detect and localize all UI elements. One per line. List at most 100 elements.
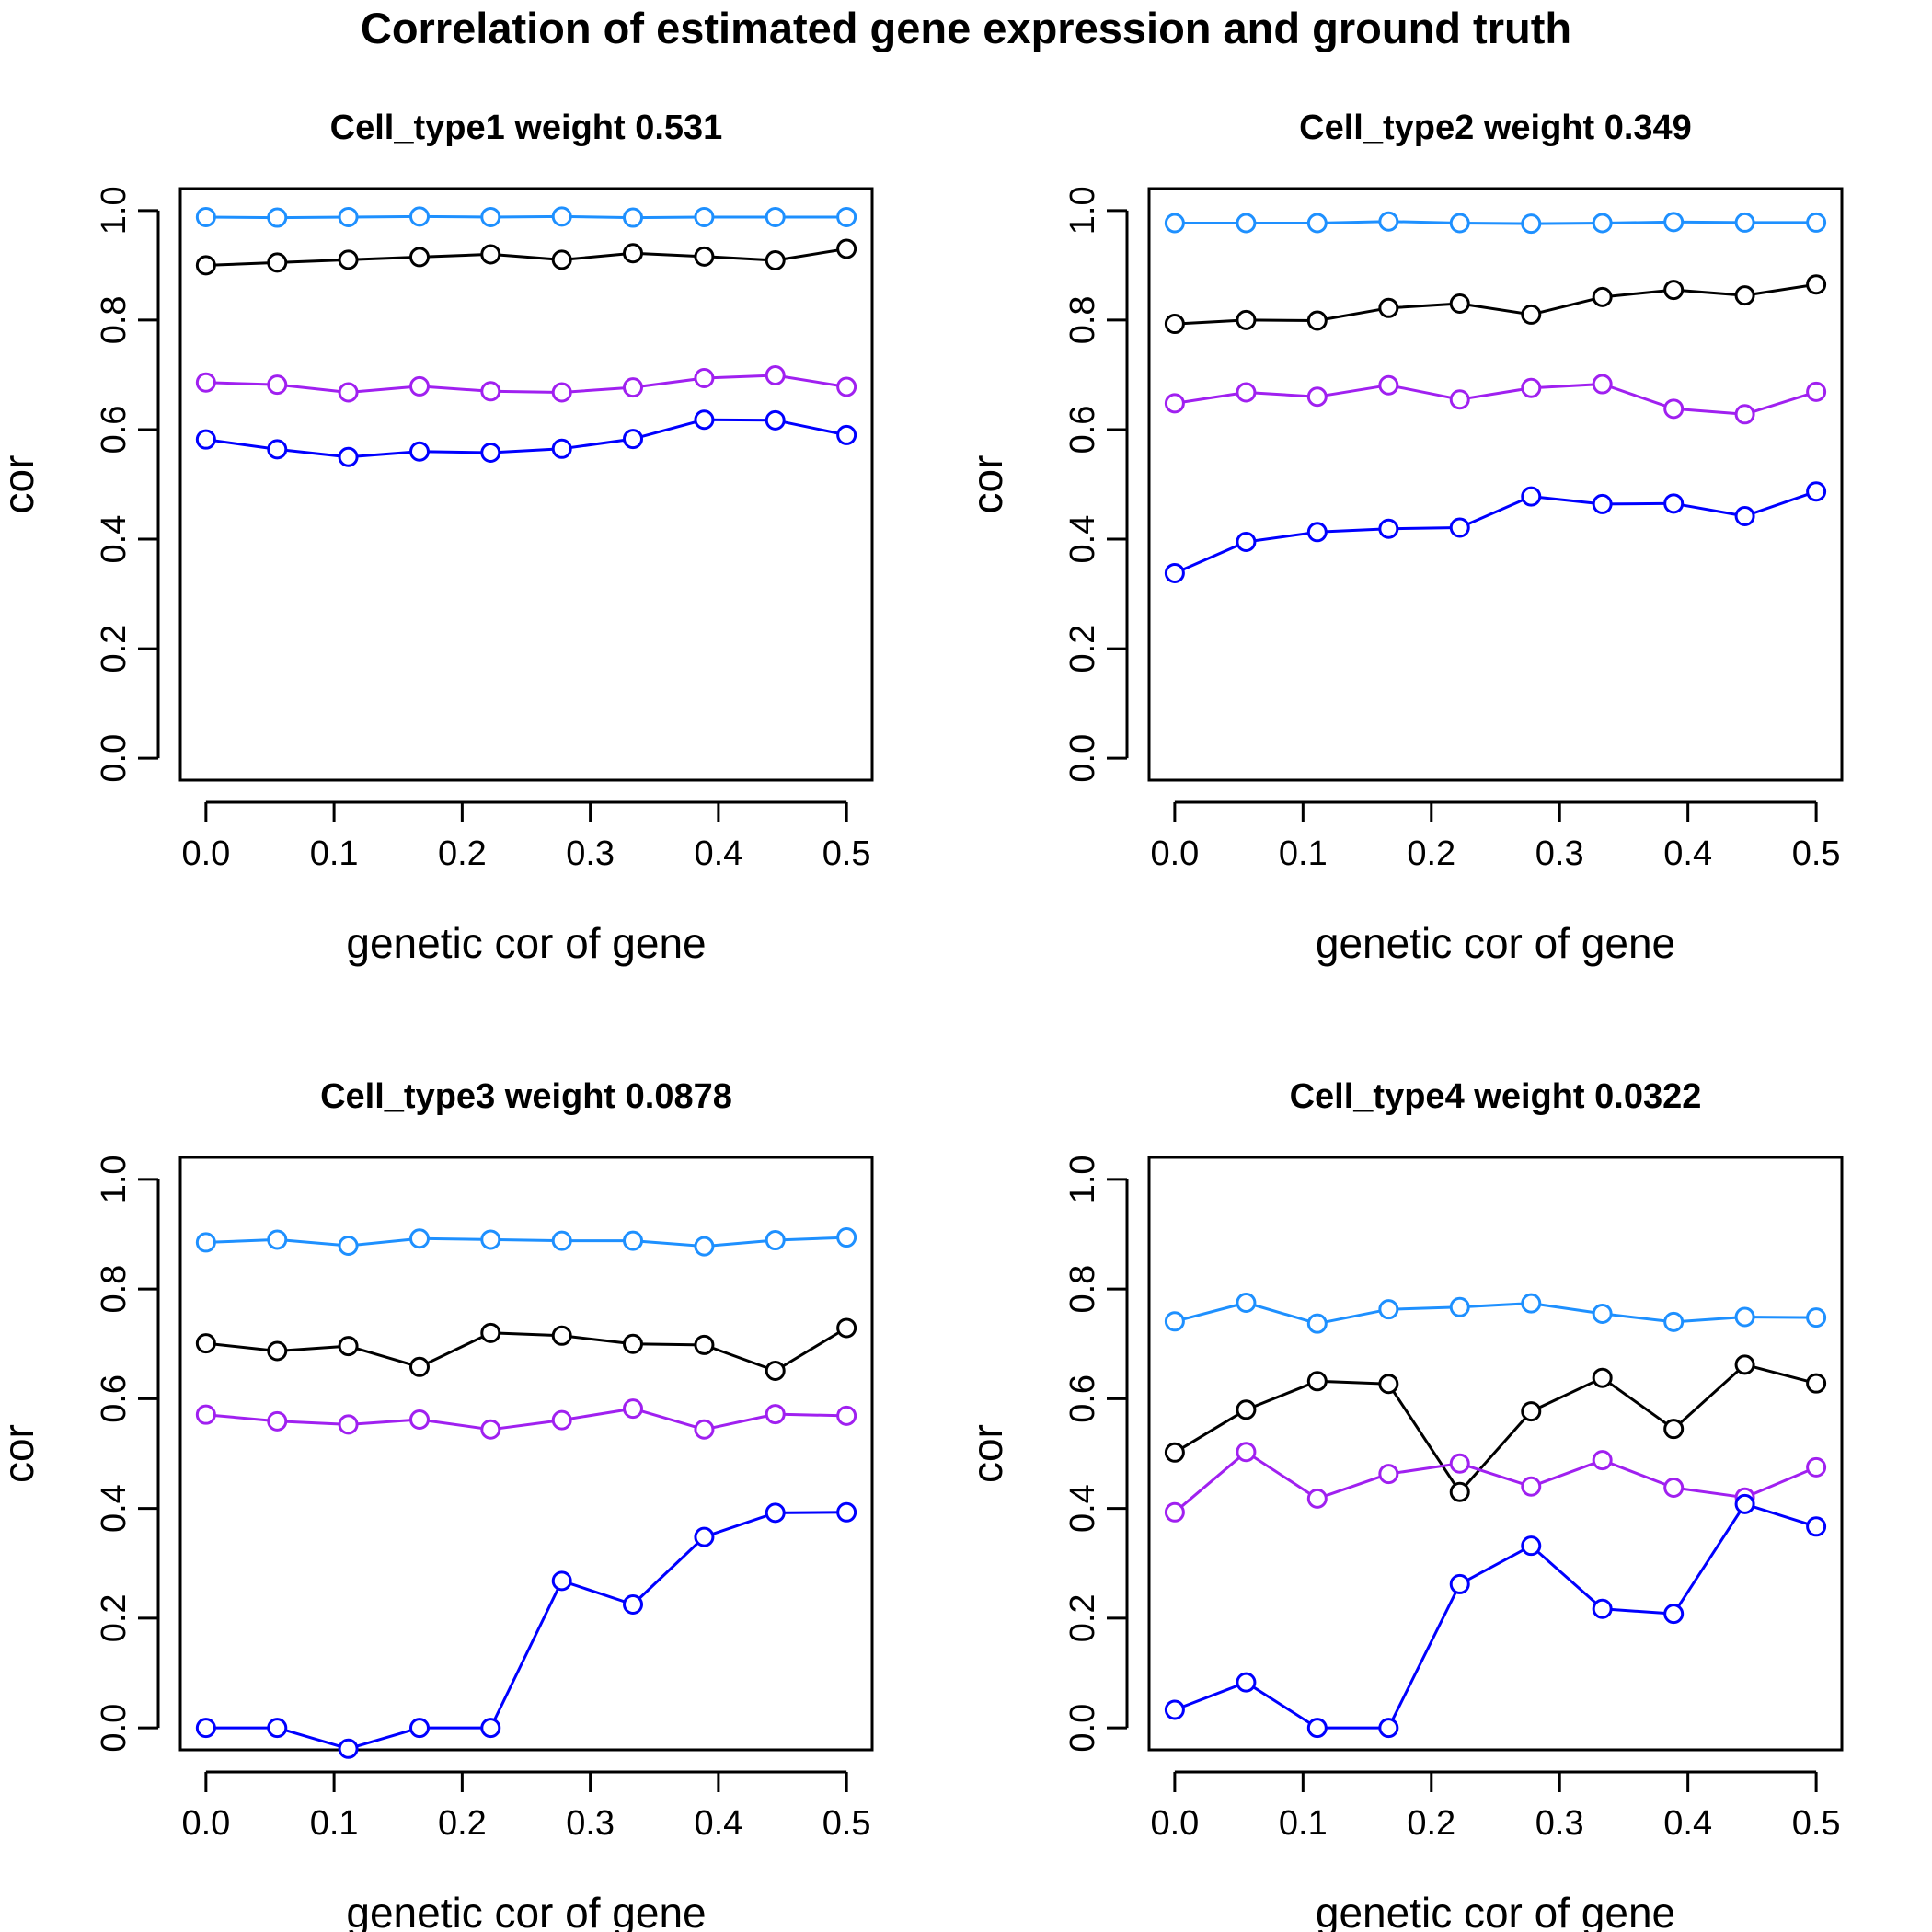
y-tick-label: 0.8 [95,295,133,344]
data-point: black (0.3889, 0.855) [1663,280,1685,301]
data-point: purple (0, 0.393) [1164,1501,1185,1523]
data-point: purple (0.1111, 0.418) [1306,1488,1328,1509]
data-point: black (0.5, 0.729) [836,1317,857,1339]
data-point: lightblue (0.3889, 0.878) [694,1236,715,1257]
series-lightblue: lightblue (0, 0.977) lightblue (0.0556, 0… [1164,211,1827,235]
data-point: lightblue (0.3889, 0.979) [1663,212,1685,233]
y-axis-label: cor [0,1424,42,1483]
panel-4: Cell_type4 weight 0.0322 0.0 0.1 0.2 0.3 0.4 0… [963,1077,1844,1932]
x-axis-label: genetic cor of gene [346,919,706,967]
data-point: blue (0.3889, 0.208) [1663,1604,1685,1625]
x-tick-label: 0.3 [1535,834,1584,873]
series-blue: blue (0, 0) blue (0.0556, 0) blue (0.1111,… [195,1501,857,1759]
data-point: purple (0.4444, 0.628) [1734,404,1755,425]
data-point: black (0.1111, 0.696) [338,1336,359,1357]
plot-frame [1147,187,1844,782]
data-point: lightblue (0.4444, 0.978) [1734,212,1755,233]
data-point: purple (0.1667, 0.562) [408,1409,430,1431]
data-point: purple (0.2222, 0.67) [480,381,501,402]
series-line [1174,1301,1817,1326]
series-line [205,1407,847,1432]
y-tick-label: 0.6 [1064,406,1102,454]
data-point: purple (0.5, 0.678) [836,376,857,397]
data-point: lightblue (0.3889, 0.74) [1663,1311,1685,1332]
data-point: blue (0.2778, 0.268) [551,1570,572,1592]
data-point: lightblue (0.1111, 0.879) [338,1236,359,1257]
x-tick-label: 0.1 [310,834,359,873]
data-point: purple (0.2778, 0.668) [551,382,572,403]
data-point: blue (0.0556, 0) [267,1718,288,1739]
data-point: purple (0.0556, 0.559) [267,1410,288,1432]
data-point: purple (0.4444, 0.572) [765,1404,786,1425]
data-point: purple (0.5, 0.475) [1806,1456,1827,1478]
data-point: black (0.1667, 0.627) [1378,1374,1399,1395]
data-point: lightblue (0.0556, 0.89) [267,1229,288,1250]
data-point: black (0.0556, 0.58) [1236,1399,1257,1420]
y-axis-label: cor [963,1424,1011,1483]
data-point: black (0.2222, 0.83) [1449,293,1470,315]
series-purple: purple (0, 0.648) purple (0.0556, 0.668) p… [1164,374,1827,425]
x-tick-label: 0.3 [566,834,615,873]
data-point: black (0.2778, 0.715) [551,1325,572,1346]
data-point: purple (0.3889, 0.638) [1663,398,1685,420]
series-purple: purple (0, 0.571) purple (0.0556, 0.559) p… [195,1398,857,1440]
y-tick-label: 0.4 [1064,515,1102,564]
panel-title: Cell_type3 weight 0.0878 [320,1077,732,1116]
x-tick-label: 0.4 [694,834,742,873]
data-point: blue (0.1667, 0) [408,1718,430,1739]
x-tick-label: 0.1 [1279,1804,1328,1843]
x-axis-label: genetic cor of gene [1316,1889,1675,1932]
data-point: black (0.0556, 0.8) [1236,309,1257,330]
data-point: lightblue (0.2222, 0.767) [1449,1296,1470,1317]
series-blue: blue (0, 0.582) blue (0.0556, 0.564) blue … [195,409,857,467]
data-point: purple (0.5, 0.569) [836,1405,857,1426]
data-point: black (0.1667, 0.822) [1378,297,1399,318]
y-tick-label: 0.6 [95,406,133,454]
data-point: blue (0.4444, 0.408) [1734,1493,1755,1514]
data-point: lightblue (0.2222, 0.89) [480,1229,501,1250]
data-point: blue (0.2778, 0.332) [1521,1535,1542,1557]
series-line [205,418,847,459]
panel-1: Cell_type1 weight 0.531 0.0 0.1 0.2 0.3 0.4 0.… [0,109,874,967]
data-point: blue (0.0556, 0.395) [1236,532,1257,553]
data-point: black (0.3889, 0.698) [694,1334,715,1355]
data-point: black (0.3333, 0.638) [1592,1367,1613,1388]
data-point: purple (0.2222, 0.655) [1449,389,1470,410]
y-tick-label: 1.0 [1064,186,1102,235]
series-line [1174,383,1817,416]
data-point: purple (0.3333, 0.677) [623,377,644,398]
data-point: black (0.3333, 0.842) [1592,286,1613,307]
x-tick-label: 0.0 [1150,834,1199,873]
x-axis-label: genetic cor of gene [1316,919,1675,967]
data-point: black (0, 0.701) [195,1333,216,1354]
data-point: blue (0.1111, 0.55) [338,446,359,467]
data-point: black (0.3333, 0.922) [623,243,644,264]
data-point: black (0.3889, 0.916) [694,246,715,267]
data-point: blue (0.3889, 0.618) [694,409,715,431]
data-point: lightblue (0.5, 0.748) [1806,1307,1827,1328]
x-tick-label: 0.1 [310,1804,359,1843]
data-point: lightblue (0.3333, 0.888) [623,1230,644,1251]
data-point: black (0.4444, 0.651) [765,1360,786,1381]
y-tick-label: 0.0 [1064,1704,1102,1753]
data-point: purple (0.1667, 0.679) [408,375,430,397]
data-point: purple (0.3333, 0.488) [1592,1450,1613,1471]
data-point: lightblue (0.5, 0.894) [836,1227,857,1248]
data-point: blue (0.2222, 0.421) [1449,517,1470,538]
data-point: purple (0.0556, 0.682) [267,374,288,396]
data-point: black (0.5, 0.865) [1806,274,1827,295]
y-tick-label: 0.8 [95,1265,133,1314]
data-point: black (0.0556, 0.687) [267,1340,288,1362]
data-point: blue (0.0556, 0.083) [1236,1672,1257,1693]
data-point: black (0.1111, 0.632) [1306,1371,1328,1392]
data-point: lightblue (0.4444, 0.988) [765,206,786,227]
series-lightblue: lightblue (0, 0.885) lightblue (0.0556, 0… [195,1227,857,1257]
data-point: purple (0.2778, 0.44) [1521,1476,1542,1497]
x-tick-label: 0.2 [438,834,487,873]
data-point: black (0.0556, 0.905) [267,252,288,273]
panel-2: Cell_type2 weight 0.349 0.0 0.1 0.2 0.3 0.4 0.… [963,109,1844,967]
x-tick-label: 0.3 [1535,1804,1584,1843]
data-point: black (0.2778, 0.91) [551,249,572,270]
data-point: lightblue (0.0556, 0.987) [267,207,288,228]
data-point: black (0.3333, 0.7) [623,1333,644,1354]
